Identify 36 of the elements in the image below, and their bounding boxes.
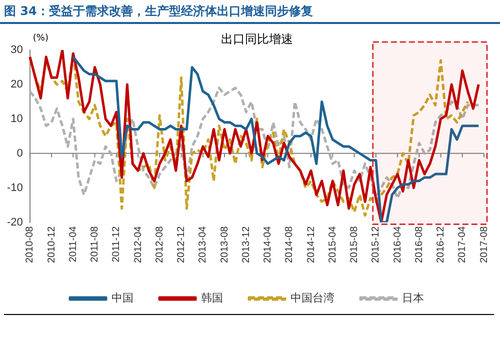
x-tick-label: 2012-12 [176, 226, 188, 264]
x-tick-label: 2016-12 [436, 226, 446, 264]
y-tick-label: 0 [16, 147, 23, 160]
y-tick-label: -10 [6, 182, 23, 194]
x-tick-label: 2014-08 [284, 226, 296, 264]
x-tick-label: 2010-08 [24, 226, 36, 264]
x-tick-label: 2012-04 [132, 226, 144, 264]
legend-label: 中国台湾 [290, 292, 334, 305]
x-tick-label: 2010-12 [46, 226, 58, 264]
x-tick-label: 2013-12 [240, 226, 252, 264]
line-series [28, 86, 480, 200]
x-tick-label: 2017-08 [478, 226, 490, 264]
x-tick-label: 2014-12 [306, 226, 317, 264]
x-tick-label: 2012-08 [154, 226, 166, 264]
legend-label: 韩国 [201, 292, 223, 305]
x-tick-label: 2016-08 [414, 226, 425, 264]
chart-subtitle: 出口同比增速 [220, 32, 293, 46]
x-tick-label: 2015-04 [327, 226, 338, 264]
y-axis-title: (%) [32, 33, 48, 44]
y-tick-label: 20 [10, 78, 23, 90]
x-tick-label: 2013-08 [219, 226, 230, 264]
x-tick-label: 2017-04 [457, 226, 468, 264]
x-tick-label: 2015-08 [349, 226, 360, 264]
x-tick-label: 2014-04 [262, 226, 274, 264]
x-tick-label: 2013-04 [198, 226, 209, 264]
x-tick-label: 2011-04 [68, 226, 79, 262]
y-tick-label: 30 [10, 44, 23, 56]
legend-label: 日本 [402, 292, 424, 305]
chart-title: 图 34：受益于需求改善，生产型经济体出口增速同步修复 [0, 0, 500, 24]
x-tick-label: 2015-12 [370, 226, 382, 264]
x-tick-label: 2016-04 [392, 226, 404, 264]
y-tick-label: -20 [6, 216, 23, 228]
x-tick-label: 2011-08 [90, 226, 101, 262]
legend-label: 中国 [112, 292, 134, 305]
x-tick-label: 2011-12 [111, 226, 122, 262]
y-tick-label: 10 [10, 112, 23, 125]
